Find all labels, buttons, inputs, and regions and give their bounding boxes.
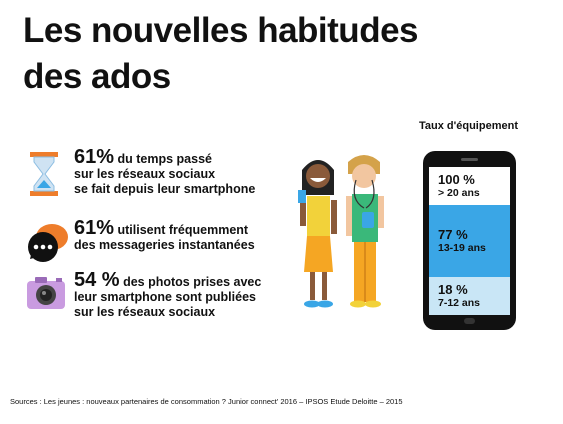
band-percent: 100 % xyxy=(438,172,475,187)
chat-bubble-icon xyxy=(24,221,68,265)
stat-line-2: leur smartphone sont publiées xyxy=(74,290,256,304)
page-title: Les nouvelles habitudes des ados xyxy=(23,8,419,100)
stat-value: 54 % xyxy=(74,269,120,291)
band-age: 13-19 ans xyxy=(438,242,486,254)
smartphone-graphic: 100 % > 20 ans 77 % 13-19 ans 18 % 7-12 … xyxy=(423,151,516,330)
stat-text: 54 % des photos prises avec leur smartph… xyxy=(74,270,262,320)
phone-screen: 100 % > 20 ans 77 % 13-19 ans 18 % 7-12 … xyxy=(429,167,510,315)
camera-icon xyxy=(24,273,68,317)
band-age: 7-12 ans xyxy=(438,297,481,309)
stat-text: 61% utilisent fréquemment des messagerie… xyxy=(74,218,255,253)
title-line-1: Les nouvelles habitudes xyxy=(23,11,419,50)
stat-line-3: se fait depuis leur smartphone xyxy=(74,182,256,196)
band-percent: 18 % xyxy=(438,282,468,297)
stat-line-1: du temps passé xyxy=(114,152,212,166)
stat-value: 61% xyxy=(74,217,115,239)
stat-text: 61% du temps passé sur les réseaux socia… xyxy=(74,147,256,197)
band-age: > 20 ans xyxy=(438,187,480,199)
band-percent: 77 % xyxy=(438,227,468,242)
title-line-2: des ados xyxy=(23,57,171,96)
home-button xyxy=(464,318,475,324)
stat-line-2: des messageries instantanées xyxy=(74,238,255,252)
band-kids: 18 % 7-12 ans xyxy=(429,277,510,315)
band-teens: 77 % 13-19 ans xyxy=(429,205,510,277)
stat-value: 61% xyxy=(74,146,115,168)
stat-line-1: utilisent fréquemment xyxy=(114,223,249,237)
teens-illustration xyxy=(288,150,398,325)
band-adults: 100 % > 20 ans xyxy=(429,167,510,205)
speaker-slot xyxy=(461,158,478,161)
source-note: Sources : Les jeunes : nouveaux partenai… xyxy=(10,397,403,406)
stat-line-3: sur les réseaux sociaux xyxy=(74,305,216,319)
stat-line-2: sur les réseaux sociaux xyxy=(74,167,216,181)
hourglass-icon xyxy=(24,150,68,196)
phone-caption: Taux d'équipement xyxy=(419,120,518,132)
stat-line-1: des photos prises avec xyxy=(119,275,262,289)
